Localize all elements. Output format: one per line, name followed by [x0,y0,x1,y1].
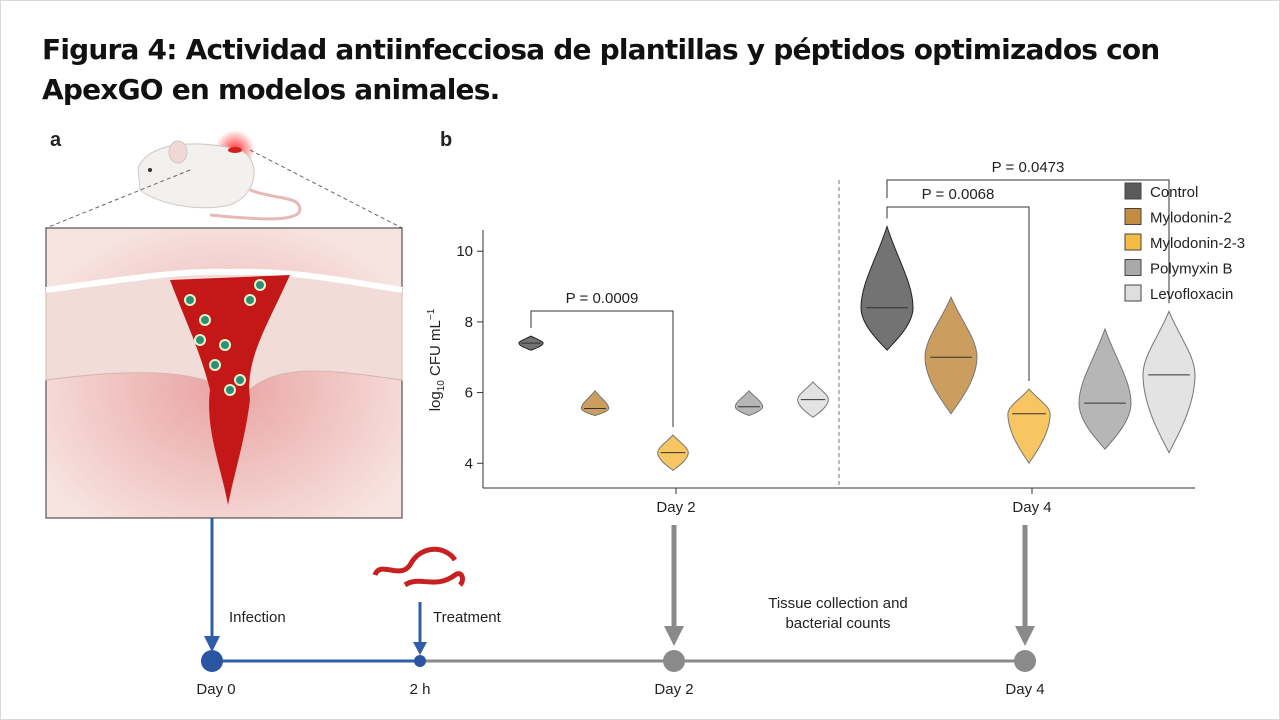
x-tick-label: Day 2 [656,499,695,516]
y-tick-label: 4 [465,455,473,472]
legend-swatch [1124,259,1142,276]
panel-label: a [50,129,62,151]
wound-illustration [45,227,403,519]
panel-label: b [440,129,452,151]
bracket [530,310,674,427]
p-value: P = 0.0009 [566,290,639,307]
legend-swatch [1124,182,1142,200]
violin [860,224,914,351]
violin [580,389,610,417]
violin [924,295,978,415]
legend-label: Polymyxin B [1150,261,1233,278]
plot: 4 6 8 10 Day 2 Day 4 P = 0.0009 P = 0.0068 P = 0… [456,159,1245,516]
y-tick-label: 6 [465,385,473,402]
legend-swatch [1124,233,1142,251]
violin [1078,327,1132,450]
figure-title: Figura 4: Actividad antiinfecciosa de pl… [42,33,1160,106]
legend-swatch [1124,284,1142,302]
timeline-point: Day 0 [196,681,235,698]
x-tick-label: Day 4 [1012,499,1051,516]
timeline-label: Infection [229,609,286,626]
zoom-line [45,169,191,229]
legend-label: Levofloxacin [1150,286,1233,303]
legend-swatch [1124,208,1142,225]
violin [1142,309,1196,454]
timeline-point: 2 h [410,681,431,698]
timeline-point: Day 2 [654,681,693,698]
p-value: P = 0.0068 [922,186,995,203]
legend-label: Mylodonin-2 [1150,210,1232,227]
p-value: P = 0.0473 [992,159,1065,176]
timeline-label: bacterial counts [785,615,890,632]
bracket [886,179,1170,304]
zoom-line [249,149,403,229]
violin [1007,388,1051,465]
legend-label: Mylodonin-2-3 [1150,235,1245,252]
timeline-label: Treatment [433,609,502,626]
mouse-illustration [137,130,302,221]
y-tick-label: 8 [465,314,473,331]
bracket [886,206,1030,382]
legend-label: Control [1150,184,1198,201]
y-tick-label: 10 [456,243,473,260]
timeline-point: Day 4 [1005,681,1044,698]
timeline-label: Tissue collection and [768,595,908,612]
y-axis-label: log10 CFU mL−1 [426,308,447,411]
timeline [201,518,1036,672]
violin [734,390,764,417]
